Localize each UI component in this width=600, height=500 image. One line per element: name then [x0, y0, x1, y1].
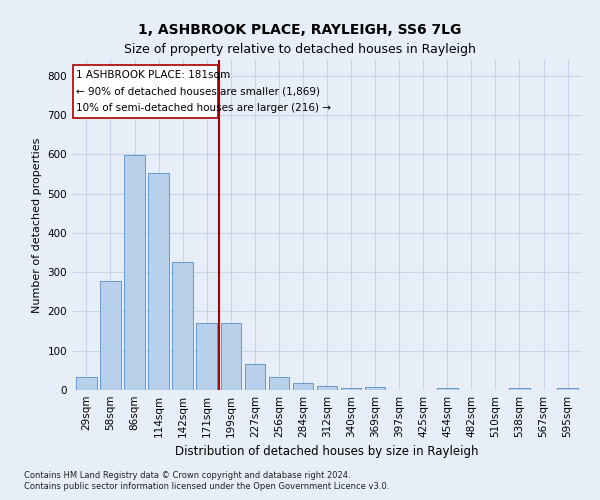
- Bar: [245, 364, 265, 390]
- Text: 1 ASHBROOK PLACE: 181sqm: 1 ASHBROOK PLACE: 181sqm: [76, 70, 230, 80]
- Text: Contains public sector information licensed under the Open Government Licence v3: Contains public sector information licen…: [24, 482, 389, 491]
- Y-axis label: Number of detached properties: Number of detached properties: [32, 138, 42, 312]
- Text: ← 90% of detached houses are smaller (1,869): ← 90% of detached houses are smaller (1,…: [76, 86, 320, 97]
- Text: 1, ASHBROOK PLACE, RAYLEIGH, SS6 7LG: 1, ASHBROOK PLACE, RAYLEIGH, SS6 7LG: [139, 22, 461, 36]
- Text: Contains HM Land Registry data © Crown copyright and database right 2024.: Contains HM Land Registry data © Crown c…: [24, 470, 350, 480]
- Bar: [269, 377, 289, 390]
- Text: 10% of semi-detached houses are larger (216) →: 10% of semi-detached houses are larger (…: [76, 104, 331, 114]
- Bar: [196, 323, 217, 390]
- Bar: [100, 281, 121, 390]
- Bar: [124, 156, 145, 390]
- Bar: [509, 388, 530, 390]
- Bar: [221, 323, 241, 390]
- Bar: [73, 64, 218, 118]
- Text: Size of property relative to detached houses in Rayleigh: Size of property relative to detached ho…: [124, 42, 476, 56]
- Bar: [148, 173, 169, 390]
- Bar: [293, 383, 313, 390]
- X-axis label: Distribution of detached houses by size in Rayleigh: Distribution of detached houses by size …: [175, 446, 479, 458]
- Bar: [341, 388, 361, 390]
- Bar: [172, 262, 193, 390]
- Bar: [76, 377, 97, 390]
- Bar: [437, 388, 458, 390]
- Bar: [557, 388, 578, 390]
- Bar: [365, 387, 385, 390]
- Bar: [317, 386, 337, 390]
